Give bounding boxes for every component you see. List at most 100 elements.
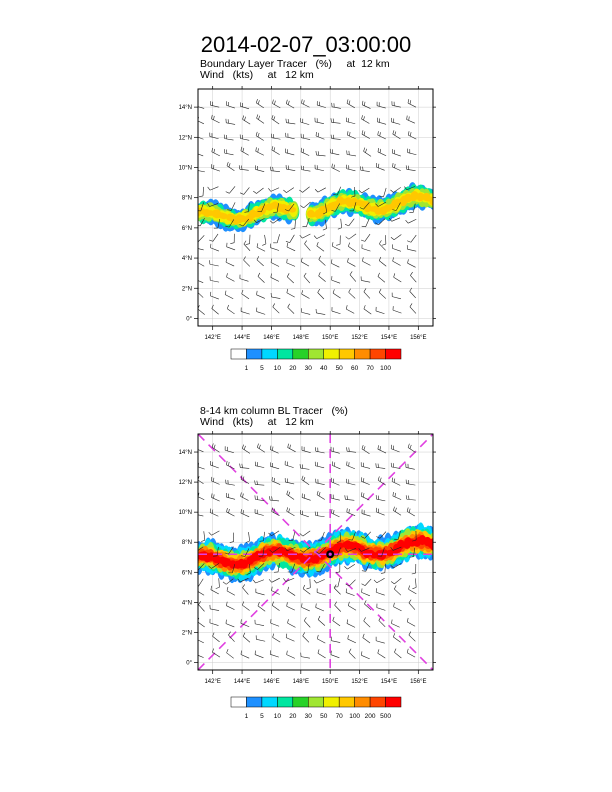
wind-barb (375, 162, 385, 171)
wind-barb (378, 288, 387, 299)
wind-barb (227, 202, 236, 211)
tracer-blob (397, 539, 405, 550)
y-tick-label: 0° (186, 316, 192, 322)
wind-barb (211, 493, 220, 502)
wind-barb (242, 444, 251, 454)
wind-barb (198, 514, 204, 517)
y-tick-label: 14°N (179, 105, 192, 111)
wind-barb (210, 476, 220, 485)
wind-barb (286, 507, 295, 516)
wind-barb (390, 234, 402, 241)
tracer-blob (335, 542, 344, 550)
wind-barb (286, 650, 295, 659)
wind-barb (407, 131, 417, 140)
wind-barb (306, 578, 311, 590)
wind-barb (375, 495, 386, 502)
wind-barb (198, 116, 205, 125)
wind-barb (315, 478, 325, 485)
wind-barb (389, 217, 401, 222)
colorbar-label: 70 (366, 365, 374, 372)
y-tick-label: 14°N (179, 450, 192, 456)
wind-barb (361, 218, 370, 228)
wind-barb (286, 258, 296, 267)
wind-barb (349, 271, 357, 282)
wind-barb (209, 233, 219, 242)
wind-barb (285, 132, 295, 140)
wind-barb (211, 164, 221, 172)
wind-barb (380, 563, 386, 574)
wind-barb (348, 531, 356, 541)
wind-barb (351, 186, 356, 198)
wind-barb (407, 99, 417, 108)
wind-barb (410, 271, 417, 283)
wind-barb (409, 287, 416, 299)
x-tick-label: 150°E (322, 679, 338, 685)
tracer-blob (404, 193, 412, 203)
plot-frame (197, 433, 434, 671)
wind-barb (346, 150, 357, 157)
wind-barb (409, 547, 416, 558)
wind-barb (344, 495, 355, 501)
wind-barb (347, 635, 357, 644)
colorbar-swatch (385, 696, 402, 708)
wind-barb (225, 479, 235, 486)
colorbar-swatch (354, 348, 371, 360)
wind-barb (407, 259, 416, 268)
wind-barb (269, 650, 279, 658)
wind-barb (317, 615, 326, 626)
panel1-subtitle-line2: Wind (kts) at 12 km (200, 69, 314, 81)
wind-barb (212, 648, 221, 658)
wind-barb (209, 604, 220, 611)
plot-area (198, 434, 433, 670)
wind-barb (229, 532, 234, 543)
wind-barb (287, 563, 296, 573)
wind-barb (268, 530, 280, 536)
wind-barb (333, 578, 341, 588)
y-tick-label: 8°N (182, 540, 192, 546)
wind-barb (240, 650, 250, 659)
x-tick-label: 146°E (263, 679, 279, 685)
wind-barb (303, 563, 310, 574)
tracer-blob (240, 559, 249, 569)
colorbar-label: 20 (289, 713, 297, 720)
wind-barb (392, 130, 401, 140)
center-marker-dot (328, 552, 332, 556)
wind-barb (241, 548, 250, 557)
wind-barb (225, 118, 236, 125)
wind-barb (268, 187, 280, 192)
wind-barb (375, 463, 386, 469)
wind-barb (286, 288, 295, 298)
wind-barb (198, 235, 205, 243)
wind-barb (211, 114, 220, 124)
wind-barb (198, 449, 204, 453)
wind-barb (361, 444, 370, 455)
wind-barb (345, 305, 355, 314)
wind-barb (362, 633, 371, 644)
wind-barb (337, 218, 342, 230)
wind-barb (332, 616, 341, 627)
wind-barb (252, 579, 265, 584)
wind-barb (331, 242, 341, 251)
wind-barb (198, 305, 205, 315)
wind-barb (333, 584, 341, 595)
wind-barb (390, 577, 402, 585)
page-title: 2014-02-07_03:00:00 (200, 32, 412, 57)
wind-barb (344, 563, 356, 570)
wind-barb (360, 276, 371, 283)
wind-barb (333, 186, 342, 196)
wind-barb (300, 257, 310, 267)
wind-barb (302, 584, 311, 595)
wind-barb (358, 547, 370, 552)
wind-barb (405, 495, 416, 501)
wind-barb (270, 243, 280, 251)
wind-barb (346, 478, 356, 486)
wind-barb (210, 460, 219, 469)
wind-barb (346, 164, 356, 172)
wind-barb (239, 463, 250, 469)
wind-barb (364, 600, 372, 611)
wind-barb (285, 165, 296, 171)
colorbar-label: 30 (305, 365, 313, 372)
wind-barb (316, 101, 326, 108)
colorbar-swatch (308, 348, 324, 360)
wind-barb (392, 257, 401, 266)
